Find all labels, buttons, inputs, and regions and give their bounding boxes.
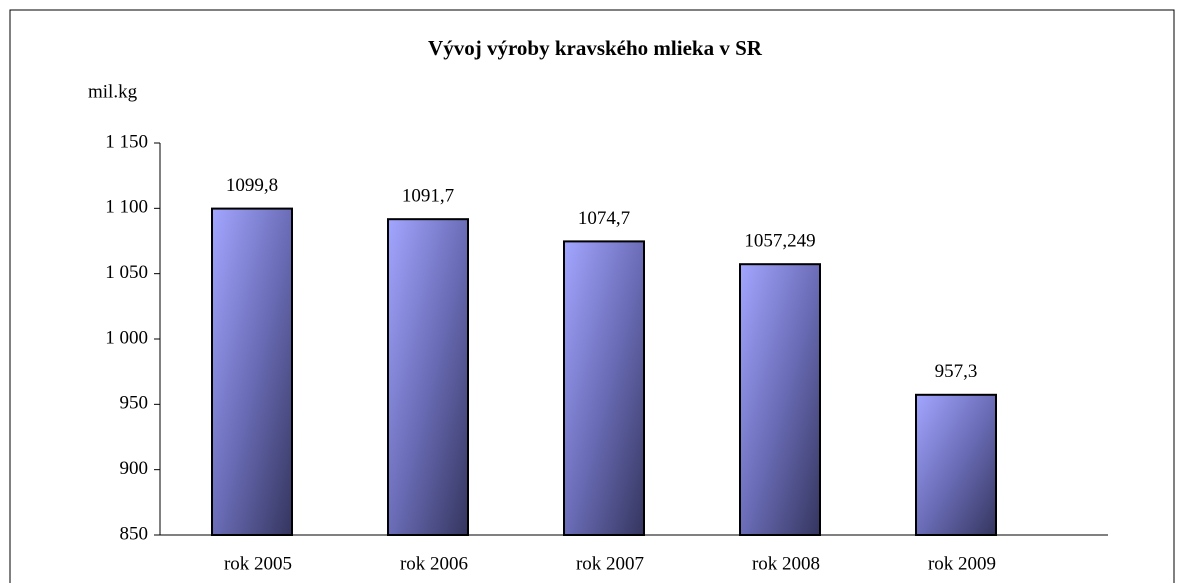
y-tick-label: 1 000 (105, 327, 148, 348)
value-label: 1057,249 (744, 231, 815, 252)
x-tick-label: rok 2007 (576, 553, 644, 574)
x-tick-label: rok 2005 (224, 553, 292, 574)
y-tick-label: 850 (120, 523, 149, 544)
y-tick-label: 950 (120, 393, 149, 414)
value-label: 1091,7 (402, 186, 454, 207)
bar (211, 207, 293, 536)
chart-border (9, 9, 1175, 588)
value-label: 1099,8 (226, 175, 278, 196)
x-tick-label: rok 2009 (928, 553, 996, 574)
y-axis-label: mil.kg (88, 81, 138, 102)
y-tick-label: 1 150 (105, 131, 148, 152)
y-tick-label: 900 (120, 458, 149, 479)
chart-title: Vývoj výroby kravského mlieka v SR (428, 36, 763, 60)
x-tick-label: rok 2006 (400, 553, 468, 574)
bar (739, 263, 821, 536)
y-tick-label: 1 100 (105, 197, 148, 218)
y-tick-label: 1 050 (105, 262, 148, 283)
bar (563, 240, 645, 536)
bar (387, 218, 469, 536)
x-tick-label: rok 2008 (752, 553, 820, 574)
value-label: 1074,7 (578, 208, 630, 229)
bar (915, 393, 997, 537)
value-label: 957,3 (935, 361, 978, 382)
